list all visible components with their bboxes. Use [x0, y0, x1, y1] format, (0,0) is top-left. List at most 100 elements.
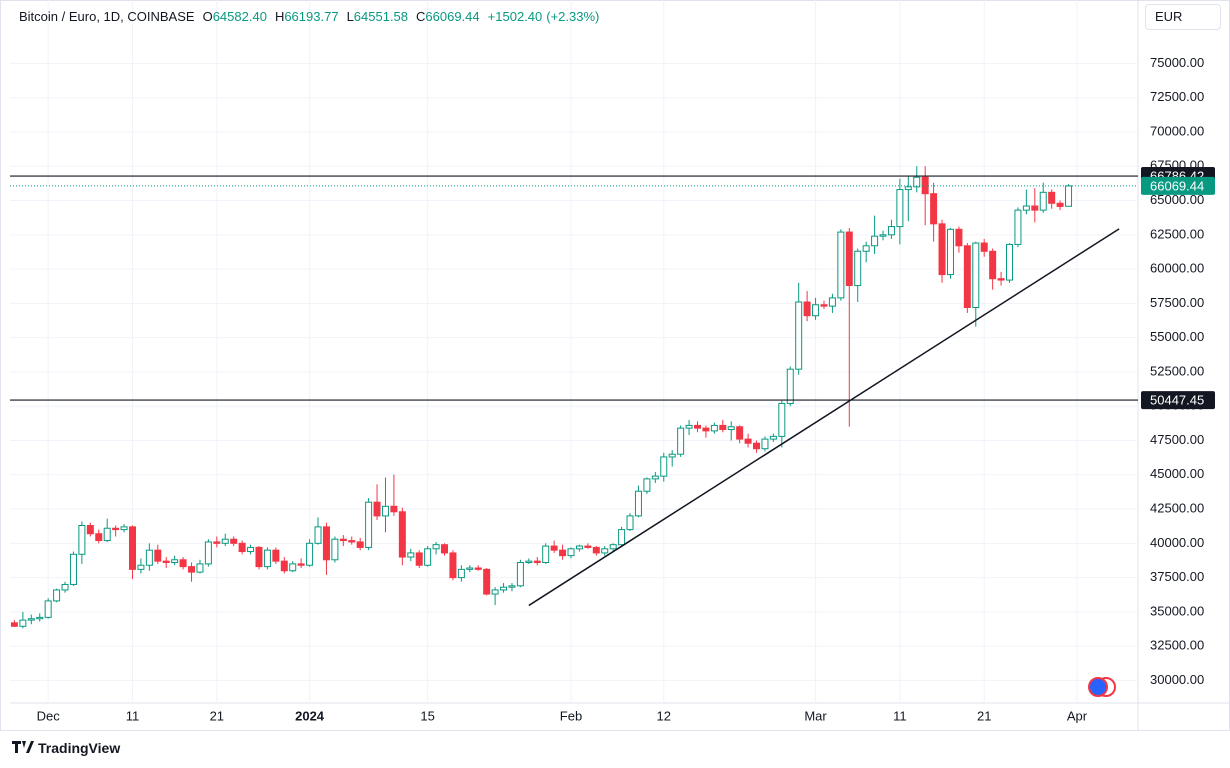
candle-body: [86, 524, 94, 535]
candle-body: [727, 426, 735, 431]
candle-body: [677, 427, 685, 455]
candle-body: [1031, 205, 1039, 211]
x-tick-label: Feb: [560, 708, 582, 723]
x-tick-label: 2024: [295, 708, 325, 723]
y-tick-label: 32500.00: [1150, 638, 1204, 653]
candle-body: [567, 548, 575, 557]
candle-body: [584, 545, 592, 548]
candle-body: [592, 546, 600, 554]
candle-body: [137, 564, 145, 570]
ohlc-value: 64582.40: [212, 9, 267, 24]
candle-body: [575, 545, 583, 550]
candle-body: [828, 297, 836, 307]
price-label-box: [1141, 391, 1215, 410]
candle-body: [904, 186, 912, 191]
brand-icon: [12, 741, 34, 753]
candle-body: [306, 542, 314, 566]
legend-header: Bitcoin / Euro, 1D, COINBASE O 64582.40 H…: [19, 9, 607, 24]
y-tick-label: 30000.00: [1150, 672, 1204, 687]
y-tick-label: 57500.00: [1150, 295, 1204, 310]
currency-button[interactable]: EUR: [1145, 4, 1221, 30]
candle-body: [61, 583, 69, 591]
ohlc-value: 66193.77: [284, 9, 339, 24]
candle-body: [955, 228, 963, 247]
candle-body: [10, 622, 18, 627]
candle-body: [618, 529, 626, 546]
candle-body: [989, 250, 997, 280]
candle-body: [27, 618, 35, 621]
candle-body: [145, 549, 153, 566]
y-tick-label: 65000.00: [1150, 192, 1204, 207]
ohlc-value: 66069.44: [425, 9, 480, 24]
candle-body: [331, 538, 339, 561]
candle-body: [500, 586, 508, 591]
branding: TradingView: [12, 740, 120, 756]
x-tick-label: 21: [977, 708, 991, 723]
candle-body: [744, 438, 752, 444]
candle-body: [702, 427, 710, 432]
candle-body: [980, 242, 988, 252]
candle-body: [736, 426, 744, 440]
candle-body: [778, 402, 786, 437]
candle-body: [390, 505, 398, 513]
candle-body: [896, 189, 904, 228]
candle-body: [415, 552, 423, 566]
candle-body: [660, 456, 668, 477]
candle-body: [533, 560, 541, 564]
candle-body: [365, 501, 373, 548]
change-percent: (+2.33%): [546, 9, 600, 24]
price-label: 66069.44: [1150, 178, 1204, 193]
candle-body: [255, 546, 263, 568]
candle-body: [820, 304, 828, 307]
candle-body: [289, 563, 297, 572]
x-tick-label: 15: [420, 708, 434, 723]
candle-body: [466, 567, 474, 570]
candle-body: [213, 541, 221, 544]
candle-body: [1014, 209, 1022, 245]
candle-body: [508, 585, 516, 588]
candle-body: [803, 301, 811, 317]
candle-body: [162, 560, 170, 564]
price-label: 50447.45: [1150, 393, 1204, 408]
candle-body: [812, 304, 820, 317]
y-tick-label: 35000.00: [1150, 603, 1204, 618]
x-tick-label: Apr: [1067, 708, 1088, 723]
candle-body: [626, 515, 634, 531]
candle-body: [525, 560, 533, 564]
y-tick-label: 62500.00: [1150, 226, 1204, 241]
candle-body: [171, 559, 179, 564]
x-tick-label: 11: [893, 708, 907, 723]
candle-body: [559, 549, 567, 557]
y-tick-label: 47500.00: [1150, 432, 1204, 447]
brand-name: TradingView: [38, 740, 121, 756]
candle-body: [230, 538, 238, 544]
candle-body: [348, 540, 356, 543]
x-tick-label: 12: [657, 708, 671, 723]
candle-body: [550, 545, 558, 551]
candle-body: [710, 424, 718, 432]
candle-body: [154, 549, 162, 562]
candle-body: [441, 544, 449, 554]
candle-body: [854, 250, 862, 287]
candle-body: [474, 567, 482, 570]
ohlc-label: H: [274, 9, 285, 24]
candle-body: [719, 424, 727, 431]
candle-body: [946, 228, 954, 276]
y-tick-label: 42500.00: [1150, 500, 1204, 515]
candle-body: [53, 589, 61, 602]
trend-line: [528, 228, 1120, 607]
candle-body: [879, 234, 887, 237]
candle-body: [297, 563, 305, 566]
candle-body: [398, 511, 406, 558]
y-tick-label: 60000.00: [1150, 261, 1204, 276]
candle-body: [997, 278, 1005, 281]
candle-body: [247, 546, 255, 553]
candle-body: [272, 549, 280, 562]
candle-body: [381, 505, 389, 517]
plot-area: [10, 0, 1138, 703]
candle-body: [457, 568, 465, 579]
candle-body: [542, 545, 550, 564]
candle-body: [407, 552, 415, 558]
ohlc-value: 64551.58: [353, 9, 409, 24]
